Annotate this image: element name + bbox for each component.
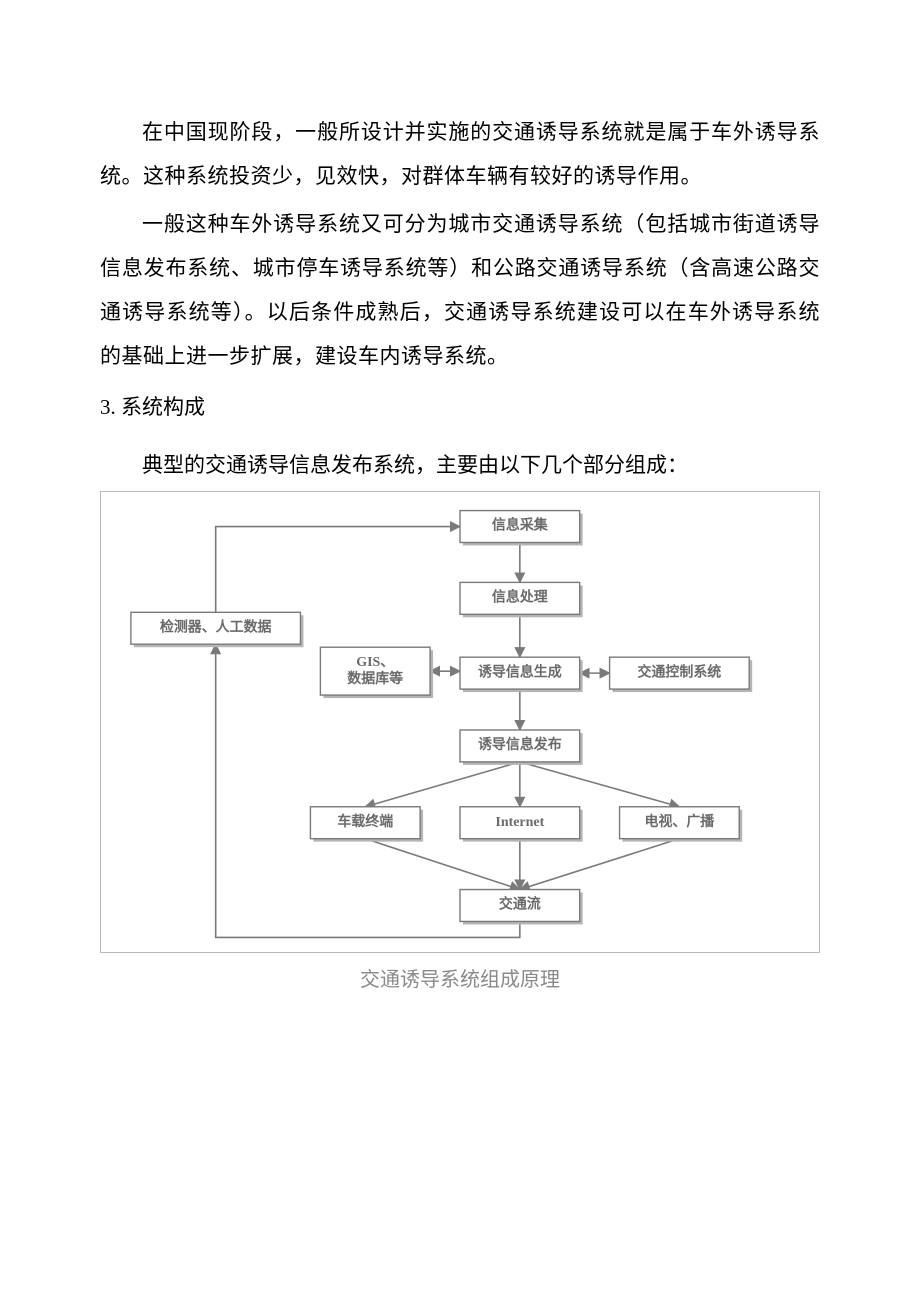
flow-edge (365, 838, 520, 889)
diagram-intro: 典型的交通诱导信息发布系统，主要由以下几个部分组成： (100, 443, 820, 487)
diagram-caption: 交通诱导系统组成原理 (100, 963, 820, 992)
flow-node-label: 车载终端 (337, 813, 393, 830)
flow-node-label: 信息处理 (492, 588, 548, 605)
paragraph-2: 一般这种车外诱导系统又可分为城市交通诱导系统（包括城市街道诱导信息发布系统、城市… (100, 202, 820, 378)
flow-node-label: 数据库等 (347, 670, 403, 687)
flow-node-label: 诱导信息发布 (478, 736, 562, 753)
paragraph-1: 在中国现阶段，一般所设计并实施的交通诱导系统就是属于车外诱导系统。这种系统投资少… (100, 110, 820, 198)
flowchart-svg: 信息采集信息处理检测器、人工数据 GIS、数据库等 诱导信息生成 交通控制系统诱导信息… (101, 492, 819, 952)
flow-node-label: 交通控制系统 (638, 663, 722, 680)
flowchart-diagram: 信息采集信息处理检测器、人工数据 GIS、数据库等 诱导信息生成 交通控制系统诱导信息… (100, 491, 820, 953)
flow-node-label: 检测器、人工数据 (160, 618, 272, 635)
flow-node-label: 电视、广播 (644, 813, 715, 830)
flow-edge (520, 838, 680, 889)
flow-edge (520, 762, 680, 807)
flow-node-label: 交通流 (499, 895, 541, 912)
flow-node-label: 信息采集 (492, 516, 549, 533)
document-page: 在中国现阶段，一般所设计并实施的交通诱导系统就是属于车外诱导系统。这种系统投资少… (0, 0, 920, 1052)
flow-node-label: 诱导信息生成 (478, 663, 562, 680)
flow-edge (365, 762, 520, 807)
flow-edge (216, 526, 460, 612)
flow-node-label: Internet (495, 815, 544, 830)
section-heading: 3. 系统构成 (100, 385, 820, 429)
flow-node-label: GIS、 (356, 655, 394, 670)
